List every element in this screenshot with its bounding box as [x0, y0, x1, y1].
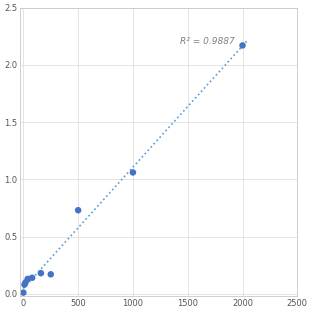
Point	[76, 208, 80, 213]
Point	[21, 290, 26, 295]
Point	[30, 275, 35, 280]
Point	[38, 271, 43, 276]
Point	[240, 43, 245, 48]
Point	[48, 272, 53, 277]
Point	[23, 280, 28, 285]
Point	[22, 282, 27, 287]
Text: R² = 0.9887: R² = 0.9887	[180, 37, 235, 46]
Point	[25, 276, 30, 281]
Point	[130, 170, 135, 175]
